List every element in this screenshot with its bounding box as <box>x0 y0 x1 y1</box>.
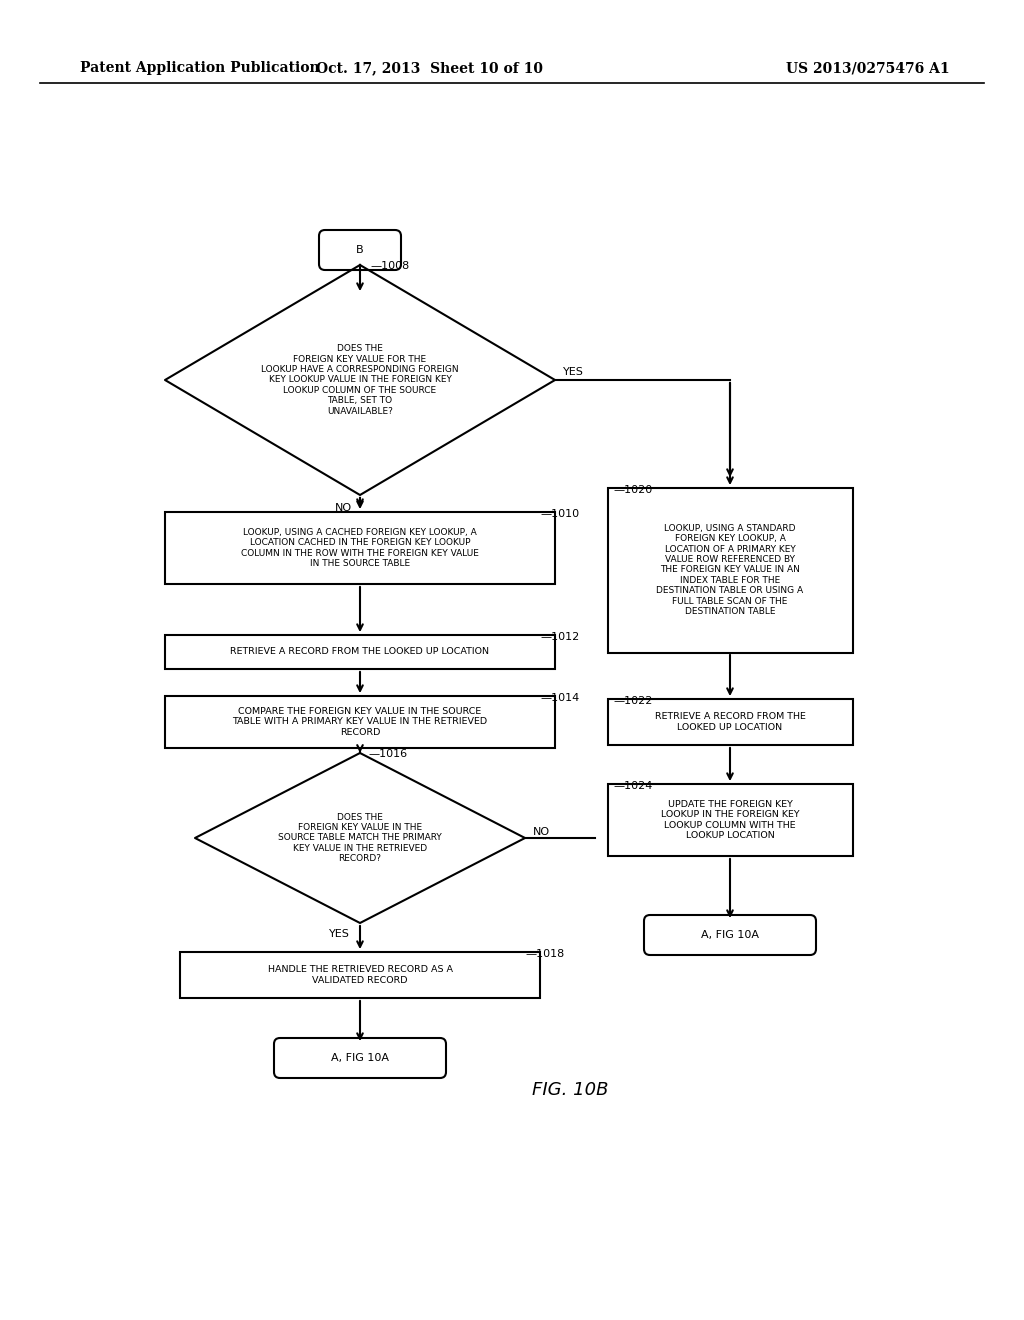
Text: RETRIEVE A RECORD FROM THE
LOOKED UP LOCATION: RETRIEVE A RECORD FROM THE LOOKED UP LOC… <box>654 713 806 731</box>
Bar <box>180 952 540 998</box>
Text: —1008: —1008 <box>370 261 410 271</box>
Text: RETRIEVE A RECORD FROM THE LOOKED UP LOCATION: RETRIEVE A RECORD FROM THE LOOKED UP LOC… <box>230 648 489 656</box>
Text: —1022: —1022 <box>613 696 652 706</box>
Text: COMPARE THE FOREIGN KEY VALUE IN THE SOURCE
TABLE WITH A PRIMARY KEY VALUE IN TH: COMPARE THE FOREIGN KEY VALUE IN THE SOU… <box>232 708 487 737</box>
Bar <box>165 635 555 669</box>
Bar <box>165 512 555 583</box>
Polygon shape <box>165 265 555 495</box>
Bar <box>607 487 853 652</box>
Text: —1024: —1024 <box>613 781 652 791</box>
Text: LOOKUP, USING A CACHED FOREIGN KEY LOOKUP, A
LOCATION CACHED IN THE FOREIGN KEY : LOOKUP, USING A CACHED FOREIGN KEY LOOKU… <box>241 528 479 568</box>
Bar <box>165 696 555 748</box>
Text: LOOKUP, USING A STANDARD
FOREIGN KEY LOOKUP, A
LOCATION OF A PRIMARY KEY
VALUE R: LOOKUP, USING A STANDARD FOREIGN KEY LOO… <box>656 524 804 616</box>
Text: DOES THE
FOREIGN KEY VALUE FOR THE
LOOKUP HAVE A CORRESPONDING FOREIGN
KEY LOOKU: DOES THE FOREIGN KEY VALUE FOR THE LOOKU… <box>261 345 459 416</box>
Text: NO: NO <box>335 503 352 513</box>
Text: —1016: —1016 <box>368 748 408 759</box>
Text: UPDATE THE FOREIGN KEY
LOOKUP IN THE FOREIGN KEY
LOOKUP COLUMN WITH THE
LOOKUP L: UPDATE THE FOREIGN KEY LOOKUP IN THE FOR… <box>660 800 800 840</box>
Text: NO: NO <box>534 828 550 837</box>
Text: YES: YES <box>563 367 584 378</box>
Text: YES: YES <box>329 929 350 939</box>
Polygon shape <box>195 752 525 923</box>
Text: A, FIG 10A: A, FIG 10A <box>331 1053 389 1063</box>
Text: —1018: —1018 <box>525 949 564 960</box>
Text: DOES THE
FOREIGN KEY VALUE IN THE
SOURCE TABLE MATCH THE PRIMARY
KEY VALUE IN TH: DOES THE FOREIGN KEY VALUE IN THE SOURCE… <box>279 813 442 863</box>
Text: US 2013/0275476 A1: US 2013/0275476 A1 <box>786 61 950 75</box>
FancyBboxPatch shape <box>644 915 816 954</box>
Text: Oct. 17, 2013  Sheet 10 of 10: Oct. 17, 2013 Sheet 10 of 10 <box>316 61 544 75</box>
Bar <box>607 784 853 855</box>
Text: —1014: —1014 <box>540 693 580 704</box>
Text: A, FIG 10A: A, FIG 10A <box>701 931 759 940</box>
FancyBboxPatch shape <box>274 1038 446 1078</box>
FancyBboxPatch shape <box>319 230 401 271</box>
Text: —1020: —1020 <box>613 484 652 495</box>
Text: —1012: —1012 <box>540 632 580 642</box>
Text: FIG. 10B: FIG. 10B <box>531 1081 608 1100</box>
Text: HANDLE THE RETRIEVED RECORD AS A
VALIDATED RECORD: HANDLE THE RETRIEVED RECORD AS A VALIDAT… <box>267 965 453 985</box>
Text: Patent Application Publication: Patent Application Publication <box>80 61 319 75</box>
Text: B: B <box>356 246 364 255</box>
Text: —1010: —1010 <box>540 510 580 519</box>
Bar <box>607 700 853 744</box>
